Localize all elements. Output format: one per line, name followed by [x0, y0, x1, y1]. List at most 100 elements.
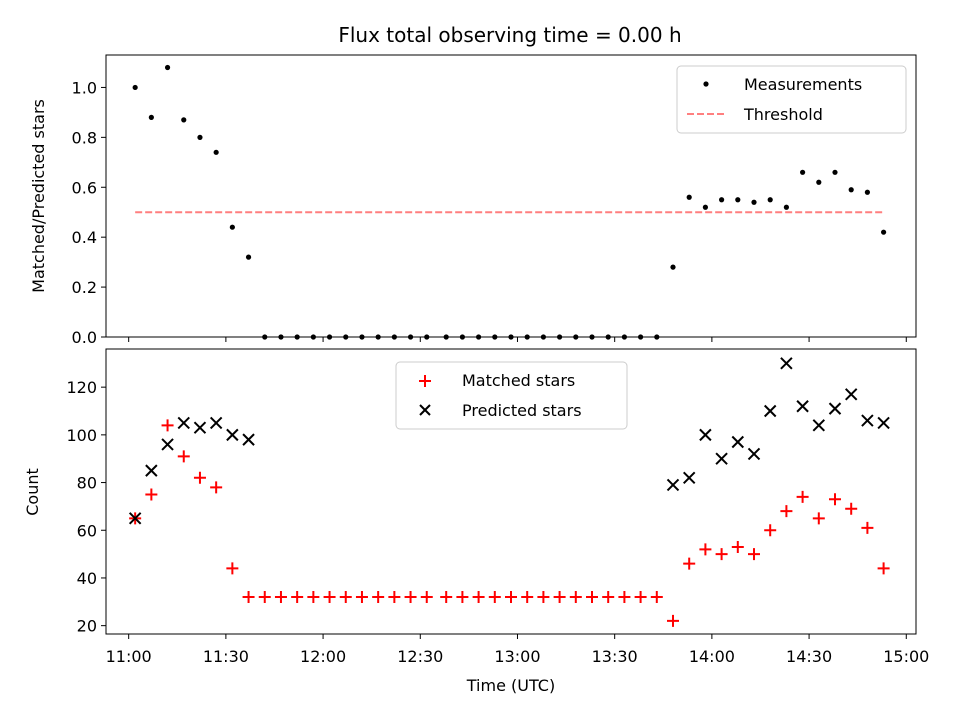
- x-tick-label: 11:30: [203, 647, 249, 666]
- x-tick-label: 11:00: [106, 647, 152, 666]
- matched-star-point: [634, 591, 647, 604]
- predicted-star-point: [715, 452, 728, 465]
- measurement-point: [213, 149, 219, 155]
- top-y-tick-label: 0.2: [72, 278, 97, 297]
- predicted-star-point: [209, 416, 223, 430]
- predicted-star-point: [177, 416, 190, 430]
- measurement-point: [848, 187, 854, 193]
- matched-star-point: [258, 591, 271, 604]
- legend-predicted-label: Predicted stars: [462, 401, 582, 420]
- top-y-axis-label: Matched/Predicted stars: [29, 99, 48, 293]
- matched-star-point: [177, 450, 190, 463]
- measurement-point: [767, 197, 773, 203]
- matched-star-point: [537, 591, 550, 604]
- top-panel: 0.0 0.2 0.4 0.6 0.8 1.0 Matched/Predicted sta…: [29, 54, 917, 347]
- matched-star-point: [307, 591, 320, 604]
- predicted-star-point: [861, 414, 874, 427]
- matched-star-point: [521, 591, 534, 604]
- measurement-point: [670, 264, 676, 270]
- matched-star-point: [226, 562, 239, 575]
- matched-star-point: [472, 591, 485, 604]
- matched-star-point: [796, 490, 809, 503]
- predicted-star-point: [699, 428, 712, 442]
- matched-star-point: [323, 591, 336, 604]
- measurement-point: [832, 169, 838, 175]
- top-y-tick-label: 0.8: [72, 128, 97, 147]
- matched-star-point: [667, 614, 679, 627]
- x-tick-label: 13:30: [592, 647, 638, 666]
- matched-star-point: [488, 591, 501, 604]
- bottom-y-tick-label: 60: [77, 521, 97, 540]
- matched-star-point: [829, 493, 841, 506]
- x-tick-label: 12:00: [300, 647, 346, 666]
- matched-star-point: [683, 557, 696, 570]
- matched-star-point: [812, 512, 825, 525]
- predicted-star-point: [682, 471, 696, 484]
- predicted-star-point: [731, 435, 745, 449]
- x-tick-label: 13:00: [494, 647, 540, 666]
- predicted-star-point: [747, 447, 761, 461]
- matched-star-point: [845, 502, 858, 515]
- matched-star-point: [780, 505, 793, 518]
- predicted-star-point: [161, 438, 174, 451]
- matched-star-point: [440, 591, 453, 604]
- top-y-ticks: 0.0 0.2 0.4 0.6 0.8 1.0: [72, 78, 106, 347]
- measurement-point: [735, 197, 741, 203]
- matched-star-point: [404, 591, 417, 604]
- top-y-tick-label: 0.0: [72, 328, 97, 347]
- matched-star-point: [291, 591, 304, 604]
- top-y-tick-label: 0.6: [72, 178, 97, 197]
- matched-star-point: [339, 591, 352, 604]
- matched-star-point: [505, 591, 517, 604]
- predicted-star-point: [780, 357, 793, 370]
- top-y-tick-label: 0.4: [72, 228, 97, 247]
- matched-star-point: [618, 591, 631, 604]
- matched-star-point: [242, 591, 255, 604]
- matched-star-point: [145, 488, 158, 501]
- matched-star-point: [602, 591, 615, 604]
- predicted-star-point: [226, 428, 239, 442]
- matched-star-point: [456, 591, 469, 604]
- bottom-panel: 20 40 60 80 100 120 11:00 11:30 12:00 12:30 13:00…: [23, 348, 929, 695]
- measurement-point: [719, 197, 725, 203]
- measurement-point: [245, 254, 252, 260]
- predicted-star-point: [193, 421, 207, 434]
- measurement-point: [229, 224, 235, 230]
- bottom-series: [128, 357, 890, 627]
- x-tick-label: 14:00: [689, 647, 735, 666]
- x-axis-label: Time (UTC): [466, 676, 555, 695]
- predicted-star-point: [666, 478, 680, 492]
- bottom-x-ticks: 11:00 11:30 12:00 12:30 13:00 13:30 14:00 14:30…: [106, 634, 929, 666]
- matched-star-point: [748, 548, 760, 561]
- matched-star-point: [569, 591, 582, 604]
- matched-star-point: [161, 419, 174, 432]
- bottom-y-tick-label: 120: [66, 378, 97, 397]
- bottom-axes-frame: [105, 348, 917, 635]
- legend-measurements-marker: [703, 81, 709, 87]
- predicted-star-point: [844, 388, 858, 401]
- measurement-point: [816, 179, 822, 185]
- matched-star-point: [764, 524, 777, 537]
- matched-star-point: [861, 521, 874, 534]
- top-y-tick-label: 1.0: [72, 78, 97, 97]
- predicted-star-point: [796, 400, 809, 413]
- matched-star-point: [210, 481, 223, 494]
- matched-star-point: [877, 562, 890, 575]
- legend-matched-marker: [419, 375, 431, 387]
- measurement-point: [132, 84, 138, 91]
- matched-star-point: [388, 591, 401, 604]
- x-tick-label: 14:30: [786, 647, 832, 666]
- matched-star-point: [355, 591, 368, 604]
- measurement-point: [864, 189, 871, 195]
- legend-matched-label: Matched stars: [462, 371, 575, 390]
- legend-threshold-label: Threshold: [743, 105, 823, 124]
- legend-measurements-label: Measurements: [744, 75, 862, 94]
- bottom-y-tick-label: 20: [77, 617, 97, 636]
- bottom-y-axis-label: Count: [23, 468, 42, 516]
- chart-title: Flux total observing time = 0.00 h: [338, 23, 681, 47]
- measurement-point: [783, 204, 790, 210]
- predicted-star-point: [128, 512, 142, 525]
- measurement-point: [751, 199, 757, 205]
- measurement-point: [164, 64, 171, 71]
